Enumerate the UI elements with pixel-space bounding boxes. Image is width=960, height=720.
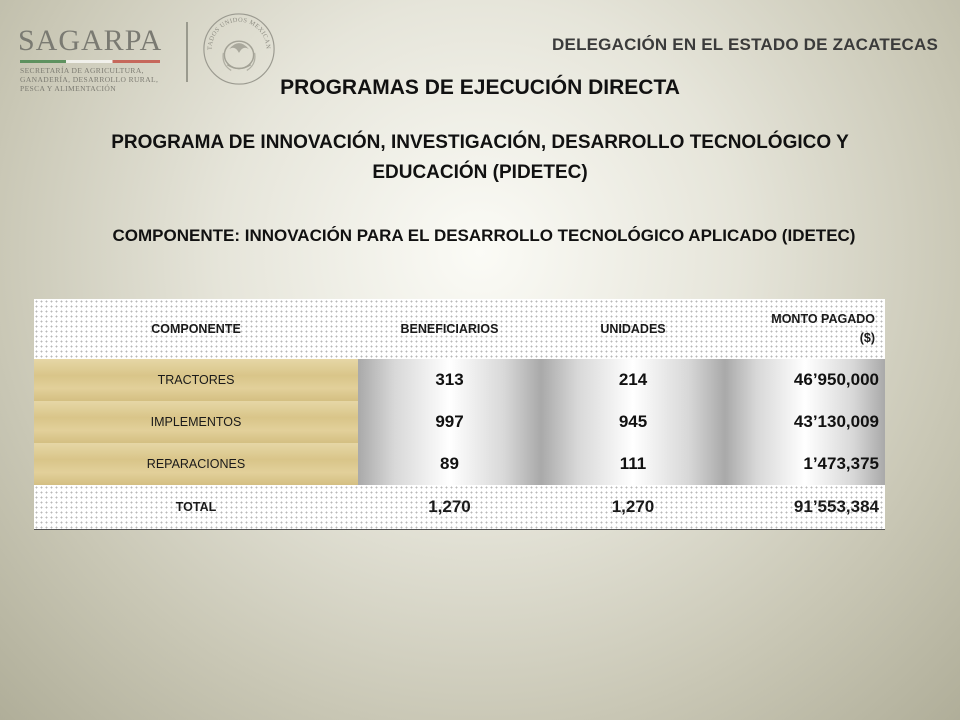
sagarpa-subtitle-line-2: GANADERÍA, DESARROLLO RURAL, [20, 75, 159, 84]
sagarpa-subtitle: SECRETARÍA DE AGRICULTURA, GANADERÍA, DE… [20, 66, 180, 93]
sagarpa-logo: SAGARPA SECRETARÍA DE AGRICULTURA, GANAD… [10, 6, 275, 96]
program-title-line-1: PROGRAMA DE INNOVACIÓN, INVESTIGACIÓN, D… [111, 132, 849, 153]
delegation-title: DELEGACIÓN EN EL ESTADO DE ZACATECAS [552, 35, 938, 54]
table-row: REPARACIONES 89 111 1’473,375 [34, 443, 885, 485]
header-monto-line-1: MONTO PAGADO [771, 312, 875, 326]
beneficiarios-cell: 313 [358, 359, 541, 401]
component-table: COMPONENTE BENEFICIARIOS UNIDADES MONTO … [34, 299, 885, 530]
header-monto: MONTO PAGADO ($) [725, 299, 885, 359]
unidades-cell: 945 [541, 401, 725, 443]
total-row: TOTAL 1,270 1,270 91’553,384 [34, 485, 885, 530]
total-monto: 91’553,384 [725, 485, 885, 530]
header-componente: COMPONENTE [151, 322, 241, 336]
total-label: TOTAL [34, 485, 358, 530]
program-title-line-2: EDUCACIÓN (PIDETEC) [372, 162, 588, 183]
unidades-cell: 111 [541, 443, 725, 485]
header-unidades: UNIDADES [600, 322, 666, 336]
table-row: TRACTORES 313 214 46’950,000 [34, 359, 885, 401]
sagarpa-wordmark: SAGARPA [18, 24, 163, 57]
header-beneficiarios: BENEFICIARIOS [400, 322, 499, 336]
logo-divider [186, 22, 188, 82]
row-label: REPARACIONES [34, 443, 358, 485]
sagarpa-subtitle-line-1: SECRETARÍA DE AGRICULTURA, [20, 66, 144, 75]
page-title: PROGRAMAS DE EJECUCIÓN DIRECTA [280, 76, 680, 99]
component-title: COMPONENTE: INNOVACIÓN PARA EL DESARROLL… [112, 226, 856, 245]
wordmark-underline [20, 60, 160, 63]
table-row: IMPLEMENTOS 997 945 43’130,009 [34, 401, 885, 443]
monto-cell: 1’473,375 [725, 443, 885, 485]
sagarpa-subtitle-line-3: PESCA Y ALIMENTACIÓN [20, 84, 117, 93]
beneficiarios-cell: 89 [358, 443, 541, 485]
beneficiarios-cell: 997 [358, 401, 541, 443]
total-beneficiarios: 1,270 [358, 485, 541, 530]
mexico-seal-icon: ESTADOS UNIDOS MEXICANOS [200, 10, 275, 85]
unidades-cell: 214 [541, 359, 725, 401]
monto-cell: 43’130,009 [725, 401, 885, 443]
header-monto-line-2: ($) [859, 331, 875, 345]
program-title: PROGRAMA DE INNOVACIÓN, INVESTIGACIÓN, D… [40, 128, 920, 188]
monto-cell: 46’950,000 [725, 359, 885, 401]
total-unidades: 1,270 [541, 485, 725, 530]
row-label: TRACTORES [34, 359, 358, 401]
table-header-row: COMPONENTE BENEFICIARIOS UNIDADES MONTO … [34, 299, 885, 359]
row-label: IMPLEMENTOS [34, 401, 358, 443]
